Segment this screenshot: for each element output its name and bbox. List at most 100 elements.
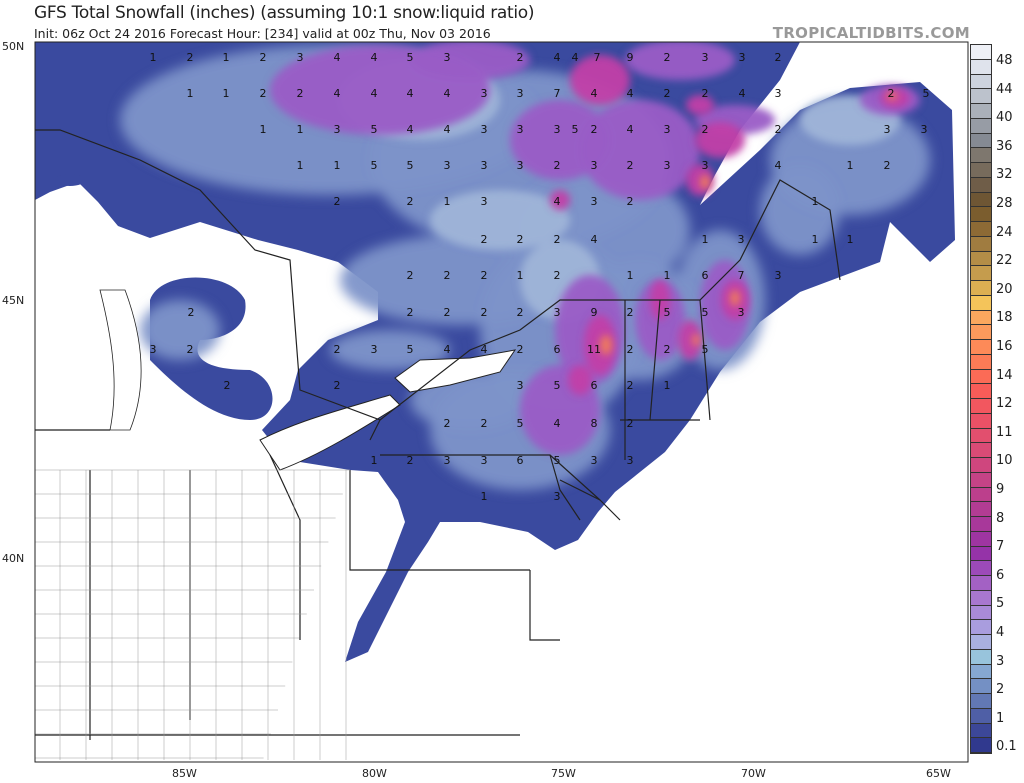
contour-label: 3 xyxy=(517,379,524,392)
contour-label: 1 xyxy=(297,159,304,172)
colorbar-swatch xyxy=(971,340,991,355)
colorbar-swatch xyxy=(971,266,991,281)
colorbar-label: 2 xyxy=(996,682,1005,698)
contour-label: 2 xyxy=(481,417,488,430)
contour-label: 5 xyxy=(407,343,414,356)
contour-label: 3 xyxy=(664,123,671,136)
contour-label: 3 xyxy=(297,51,304,64)
lon-label-65w: 65W xyxy=(926,767,951,780)
contour-label: 2 xyxy=(334,379,341,392)
contour-label: 3 xyxy=(481,87,488,100)
contour-label: 3 xyxy=(554,490,561,503)
contour-label: 2 xyxy=(334,195,341,208)
contour-label: 5 xyxy=(371,123,378,136)
contour-label: 2 xyxy=(407,269,414,282)
border-line xyxy=(269,454,301,640)
contour-label: 2 xyxy=(297,87,304,100)
contour-label: 3 xyxy=(517,123,524,136)
contour-label: 1 xyxy=(260,123,267,136)
colorbar-label: 22 xyxy=(996,253,1013,269)
contour-label: 1 xyxy=(812,195,819,208)
colorbar-swatch xyxy=(971,679,991,694)
contour-label: 3 xyxy=(702,51,709,64)
contour-label: 1 xyxy=(664,379,671,392)
contour-label: 2 xyxy=(554,233,561,246)
contour-label: 5 xyxy=(572,123,579,136)
contour-label: 1 xyxy=(664,269,671,282)
colorbar-label: 40 xyxy=(996,110,1013,126)
contour-label: 1 xyxy=(481,490,488,503)
colorbar-swatch xyxy=(971,458,991,473)
contour-label: 3 xyxy=(775,87,782,100)
contour-label: 5 xyxy=(407,159,414,172)
contour-label: 4 xyxy=(444,87,451,100)
colorbar-swatch xyxy=(971,531,991,547)
contour-label: 1 xyxy=(627,269,634,282)
colorbar-label: 11 xyxy=(996,424,1013,440)
contour-label: 3 xyxy=(150,343,157,356)
colorbar-swatch xyxy=(971,487,991,503)
contour-label: 3 xyxy=(664,159,671,172)
contour-label: 2 xyxy=(627,306,634,319)
contour-label: 2 xyxy=(664,343,671,356)
contour-label: 1 xyxy=(517,269,524,282)
contour-label: 1 xyxy=(371,454,378,467)
contour-label: 6 xyxy=(517,454,524,467)
contour-label: 4 xyxy=(371,87,378,100)
contour-label: 2 xyxy=(554,159,561,172)
colorbar-swatch xyxy=(971,399,991,414)
colorbar-label: 44 xyxy=(996,81,1013,97)
contour-label: 5 xyxy=(407,51,414,64)
contour-label: 2 xyxy=(407,454,414,467)
colorbar-swatch xyxy=(971,384,991,399)
contour-label: 9 xyxy=(627,51,634,64)
contour-label: 4 xyxy=(554,195,561,208)
contour-label: 3 xyxy=(591,159,598,172)
contour-label: 1 xyxy=(223,51,230,64)
contour-label: 2 xyxy=(188,306,195,319)
contour-label: 3 xyxy=(702,159,709,172)
contour-label: 1 xyxy=(297,123,304,136)
contour-label: 3 xyxy=(591,195,598,208)
contour-label: 2 xyxy=(775,51,782,64)
colorbar-swatch xyxy=(971,295,991,311)
lat-label-40n: 40N xyxy=(2,552,25,565)
colorbar-swatch xyxy=(971,738,991,753)
contour-label: 3 xyxy=(517,159,524,172)
contour-label: 4 xyxy=(371,51,378,64)
contour-label: 1 xyxy=(702,233,709,246)
colorbar-swatch xyxy=(971,413,991,429)
contour-label: 2 xyxy=(517,51,524,64)
colorbar-swatch xyxy=(971,694,991,709)
contour-label: 2 xyxy=(517,343,524,356)
contour-label: 1 xyxy=(187,87,194,100)
contour-label: 1 xyxy=(847,233,854,246)
contour-label: 3 xyxy=(738,306,745,319)
contour-label: 3 xyxy=(481,159,488,172)
contour-label: 5 xyxy=(664,306,671,319)
colorbar-label: 1 xyxy=(996,710,1005,726)
contour-label: 3 xyxy=(627,454,634,467)
colorbar-swatch xyxy=(971,443,991,458)
colorbar-swatch xyxy=(971,45,991,60)
colorbar-swatch xyxy=(971,428,991,444)
contour-label: 2 xyxy=(444,417,451,430)
contour-label: 1 xyxy=(334,159,341,172)
contour-label: 1 xyxy=(150,51,157,64)
contour-label: 2 xyxy=(517,306,524,319)
colorbar-swatch xyxy=(971,635,991,650)
contour-label: 8 xyxy=(591,417,598,430)
border-line xyxy=(649,299,661,421)
contour-label: 3 xyxy=(738,233,745,246)
contour-label: 2 xyxy=(187,343,194,356)
snow-orange-area xyxy=(600,92,897,355)
snow-magenta-area xyxy=(550,55,910,395)
colorbar xyxy=(970,44,992,754)
border-line xyxy=(529,570,560,641)
contour-label: 2 xyxy=(627,417,634,430)
contour-label: 3 xyxy=(554,123,561,136)
colorbar-swatch xyxy=(971,192,991,208)
contour-label: 6 xyxy=(554,343,561,356)
contour-label: 4 xyxy=(572,51,579,64)
